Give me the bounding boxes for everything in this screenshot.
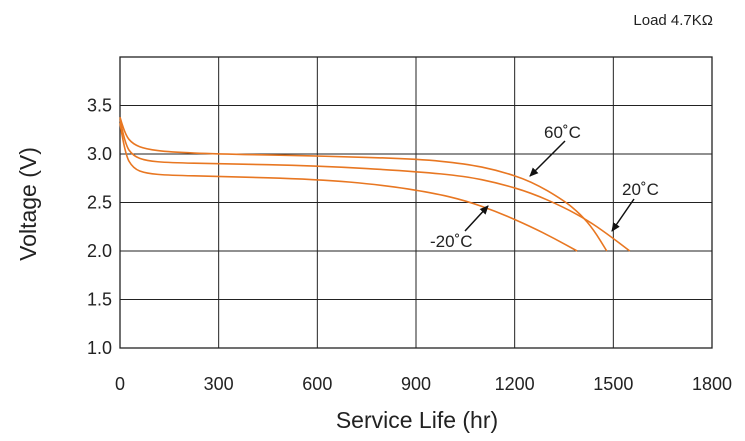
- y-tick-label: 2.5: [87, 193, 112, 213]
- x-axis-title: Service Life (hr): [336, 407, 498, 433]
- callout-arrow: [611, 198, 635, 232]
- y-tick-label: 3.5: [87, 96, 112, 116]
- x-tick-label: 0: [115, 374, 125, 394]
- x-tick-label: 900: [401, 374, 431, 394]
- y-tick-label: 1.0: [87, 338, 112, 358]
- y-tick-label: 3.0: [87, 144, 112, 164]
- y-tick-labels: 1.0 1.5 2.0 2.5 3.0 3.5: [87, 96, 112, 359]
- curve-label: 60˚C: [544, 123, 581, 142]
- callout-arrow: [464, 205, 489, 232]
- y-tick-label: 1.5: [87, 290, 112, 310]
- x-tick-label: 600: [302, 374, 332, 394]
- x-tick-label: 1500: [593, 374, 633, 394]
- series-line: [119, 118, 631, 252]
- x-tick-label: 1200: [495, 374, 535, 394]
- curve-label: -20˚C: [430, 232, 473, 251]
- series-line: [119, 122, 578, 252]
- curve-label: 20˚C: [622, 180, 659, 199]
- curve-callouts: 60˚C 20˚C -20˚C: [430, 123, 659, 251]
- callout-arrow: [529, 140, 566, 177]
- x-tick-label: 300: [204, 374, 234, 394]
- x-tick-labels: 0 300 600 900 1200 1500 1800: [115, 374, 732, 394]
- y-tick-label: 2.0: [87, 241, 112, 261]
- series-line: [119, 116, 608, 252]
- series-lines: [119, 116, 631, 252]
- load-annotation: Load 4.7KΩ: [633, 12, 713, 29]
- plot-grid: [119, 56, 713, 349]
- x-tick-label: 1800: [692, 374, 732, 394]
- y-axis-title: Voltage (V): [15, 147, 41, 261]
